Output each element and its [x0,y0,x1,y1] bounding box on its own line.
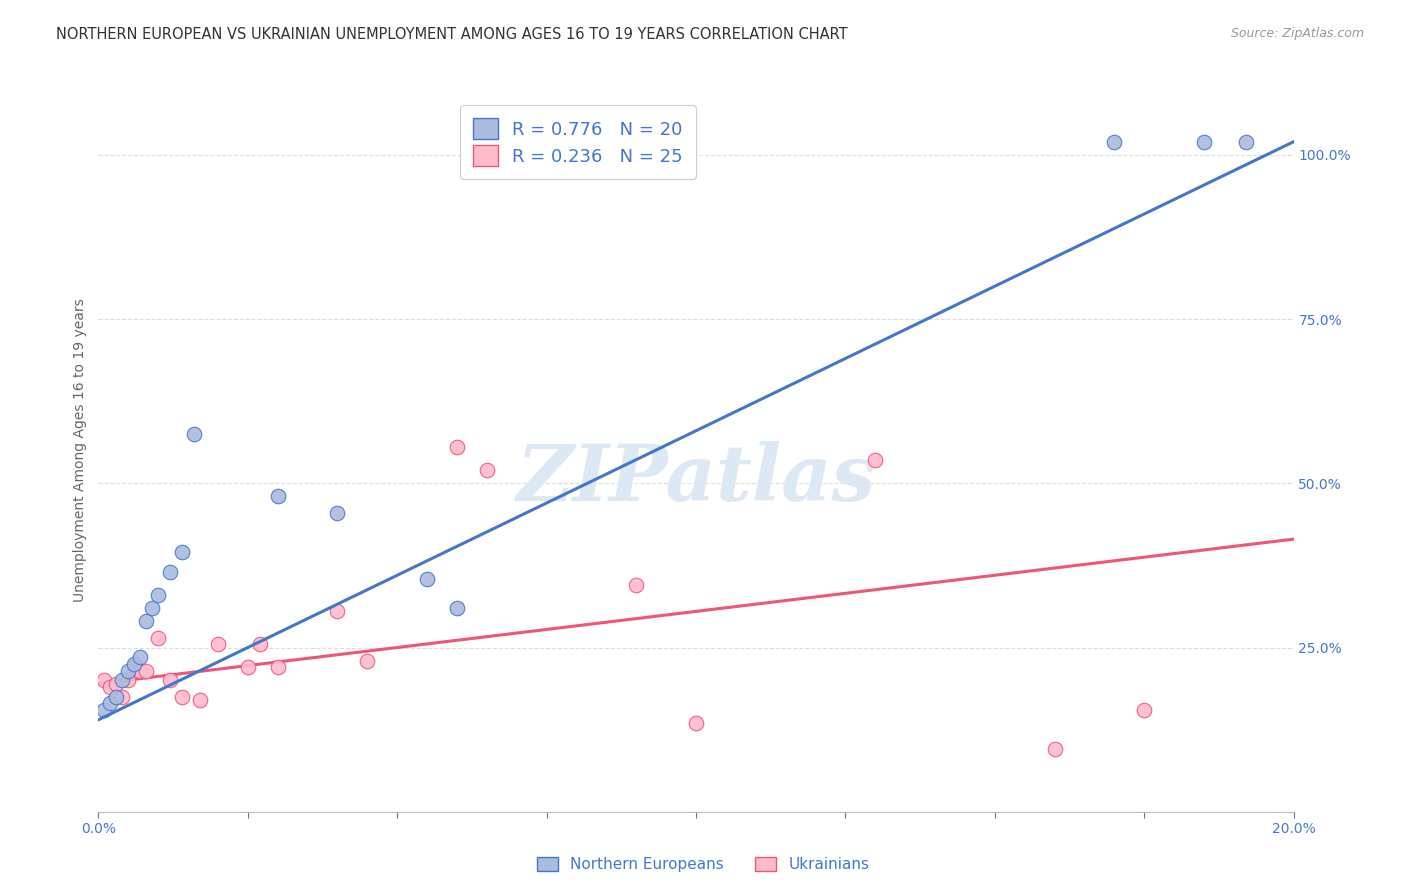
Point [1192,135,1215,149]
Point [159,673,181,688]
Point [93,703,115,717]
Point [326,604,349,618]
Point [475,463,498,477]
Point [1043,742,1066,756]
Point [172,690,194,704]
Point [105,690,128,704]
Point [416,572,439,586]
Legend: R = 0.776   N = 20, R = 0.236   N = 25: R = 0.776 N = 20, R = 0.236 N = 25 [460,105,696,178]
Point [1133,703,1156,717]
Point [117,673,139,688]
Point [135,614,157,628]
Point [148,588,170,602]
Point [148,631,170,645]
Point [865,453,887,467]
Point [188,693,211,707]
Point [236,660,259,674]
Point [111,673,134,688]
Point [159,565,181,579]
Text: ZIPatlas: ZIPatlas [516,442,876,517]
Point [172,545,194,559]
Point [93,673,115,688]
Point [124,657,146,671]
Point [129,664,152,678]
Text: Source: ZipAtlas.com: Source: ZipAtlas.com [1230,27,1364,40]
Point [207,637,229,651]
Point [626,578,648,592]
Text: NORTHERN EUROPEAN VS UKRAINIAN UNEMPLOYMENT AMONG AGES 16 TO 19 YEARS CORRELATIO: NORTHERN EUROPEAN VS UKRAINIAN UNEMPLOYM… [56,27,848,42]
Point [267,660,290,674]
Legend: Northern Europeans, Ukrainians: Northern Europeans, Ukrainians [529,849,877,880]
Point [356,654,378,668]
Point [183,427,205,442]
Point [1234,135,1257,149]
Point [446,440,468,454]
Point [98,680,122,694]
Point [446,601,468,615]
Point [135,664,157,678]
Point [141,601,163,615]
Point [98,696,122,710]
Point [111,690,134,704]
Y-axis label: Unemployment Among Ages 16 to 19 years: Unemployment Among Ages 16 to 19 years [73,299,87,602]
Point [249,637,271,651]
Point [1104,135,1126,149]
Point [326,506,349,520]
Point [105,676,128,690]
Point [685,716,707,731]
Point [117,664,139,678]
Point [267,490,290,504]
Point [124,660,146,674]
Point [129,650,152,665]
